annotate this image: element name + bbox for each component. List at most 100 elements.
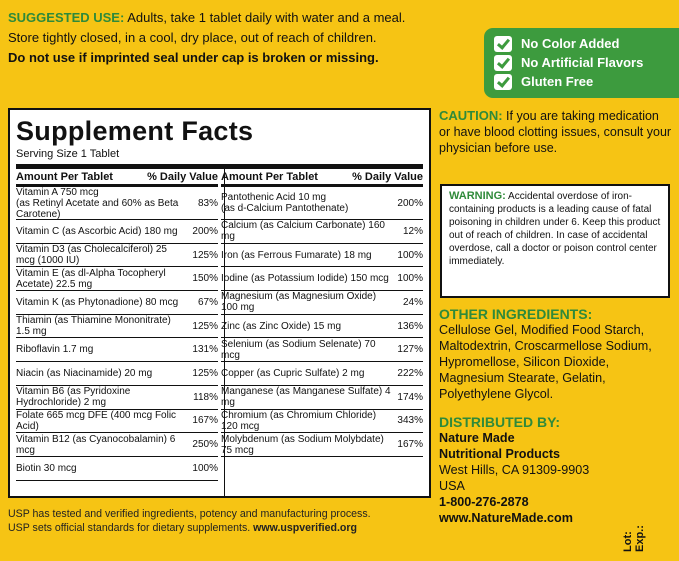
nutrient-name: Manganese (as Manganese Sulfate) 4 mg	[221, 386, 391, 409]
company-country: USA	[439, 479, 465, 493]
checkmark-icon	[494, 54, 512, 71]
amount-header: Amount Per Tablet	[221, 170, 318, 183]
daily-value: 200%	[192, 225, 218, 237]
nutrient-row: Thiamin (as Thiamine Mononitrate) 1.5 mg…	[16, 315, 218, 339]
nutrient-name: Vitamin C (as Ascorbic Acid) 180 mg	[16, 225, 178, 237]
nutrient-row: Calcium (as Calcium Carbonate) 160 mg 12%	[221, 220, 423, 244]
daily-value: 167%	[192, 415, 218, 427]
daily-value: 150%	[192, 273, 218, 285]
checkmark-icon	[494, 73, 512, 90]
nutrient-source: (as d-Calcium Pantothenate)	[221, 203, 349, 214]
badge-row: Gluten Free	[494, 72, 679, 91]
nutrient-row: Vitamin B12 (as Cyanocobalamin) 6 mcg 250…	[16, 433, 218, 457]
company-name: Nature Made	[439, 431, 515, 445]
serving-size: Serving Size 1 Tablet	[16, 148, 120, 160]
amount-header: Amount Per Tablet	[16, 170, 113, 183]
nutrient-name: Vitamin K (as Phytonadione) 80 mcg	[16, 296, 179, 308]
badge-row: No Color Added	[494, 34, 679, 53]
nutrient-name: Riboflavin 1.7 mg	[16, 344, 94, 356]
nutrient-name: Magnesium (as Magnesium Oxide) 100 mg	[221, 291, 377, 314]
daily-value: 125%	[192, 249, 218, 261]
nutrient-name: Molybdenum (as Sodium Molybdate) 75 mcg	[221, 433, 384, 456]
nutrient-row: Folate 665 mcg DFE (400 mcg Folic Acid) 1…	[16, 410, 218, 434]
warning-text: Accidental overdose of iron-containing p…	[449, 191, 661, 267]
daily-value: 125%	[192, 320, 218, 332]
daily-value: 343%	[397, 415, 423, 427]
usp-line-1: USP has tested and verified ingredients,…	[8, 508, 371, 520]
daily-value: 67%	[197, 296, 218, 308]
column-header: Amount Per Tablet % Daily Value	[221, 169, 423, 187]
nutrient-name: Vitamin D3 (as Cholecalciferol) 25 mcg (…	[16, 244, 167, 267]
nutrient-row: Molybdenum (as Sodium Molybdate) 75 mcg 1…	[221, 433, 423, 457]
suggested-use-label: SUGGESTED USE:	[8, 10, 125, 25]
facts-title: Supplement Facts	[16, 116, 254, 146]
badge-row: No Artificial Flavors	[494, 53, 679, 72]
usp-statement: USP has tested and verified ingredients,…	[8, 507, 371, 535]
nutrient-name: Calcium (as Calcium Carbonate) 160 mg	[221, 220, 385, 243]
column-header: Amount Per Tablet % Daily Value	[16, 169, 218, 187]
daily-value: 100%	[397, 273, 423, 285]
lot-exp-area: Lot: Exp.:	[622, 494, 646, 556]
nutrient-name: Chromium (as Chromium Chloride) 120 mcg	[221, 409, 377, 432]
daily-value: 174%	[397, 391, 423, 403]
supplement-facts-panel: Supplement Facts Serving Size 1 Tablet A…	[8, 108, 431, 498]
nutrient-row: Riboflavin 1.7 mg 131%	[16, 338, 218, 363]
nutrient-row: Iron (as Ferrous Fumarate) 18 mg 100%	[221, 244, 423, 268]
company-division: Nutritional Products	[439, 447, 561, 461]
daily-value: 136%	[397, 320, 423, 332]
badge-label: Gluten Free	[521, 74, 594, 89]
nutrient-name: Vitamin B12 (as Cyanocobalamin) 6 mcg	[16, 433, 176, 456]
nutrient-source: (as Retinyl Acetate and 60% as Beta Caro…	[16, 197, 179, 220]
nutrient-name: Biotin 30 mcg	[16, 462, 77, 474]
other-ingredients: OTHER INGREDIENTS: Cellulose Gel, Modifi…	[439, 306, 673, 402]
nutrient-row: Zinc (as Zinc Oxide) 15 mg 136%	[221, 315, 423, 339]
nutrient-name: Vitamin B6 (as Pyridoxine Hydrochloride)…	[16, 386, 131, 409]
facts-divider	[16, 164, 423, 169]
dv-header: % Daily Value	[352, 170, 423, 183]
facts-left-column: Amount Per Tablet % Daily Value Vitamin A…	[16, 169, 218, 481]
checkmark-icon	[494, 35, 512, 52]
daily-value: 24%	[402, 296, 423, 308]
nutrient-row: Vitamin A 750 mcg (as Retinyl Acetate and…	[16, 187, 218, 220]
daily-value: 118%	[193, 391, 218, 403]
caution: CAUTION: If you are taking medication or…	[439, 108, 673, 156]
daily-value: 131%	[192, 344, 218, 356]
warning-box: WARNING: Accidental overdose of iron-con…	[440, 184, 670, 298]
daily-value: 125%	[192, 367, 218, 379]
nutrient-name: Vitamin A 750 mcg	[16, 186, 99, 198]
nutrient-row: Copper (as Cupric Sulfate) 2 mg 222%	[221, 362, 423, 386]
daily-value: 12%	[402, 225, 423, 237]
nutrient-name: Pantothenic Acid 10 mg	[221, 192, 327, 203]
daily-value: 222%	[397, 367, 423, 379]
column-divider	[224, 166, 225, 496]
daily-value: 100%	[192, 462, 218, 474]
other-ingredients-label: OTHER INGREDIENTS:	[439, 306, 593, 322]
daily-value: 200%	[397, 197, 423, 209]
warning-label: WARNING:	[449, 190, 506, 202]
nutrient-row: Selenium (as Sodium Selenate) 70 mcg 127%	[221, 338, 423, 363]
nutrient-row: Iodine (as Potassium Iodide) 150 mcg 100%	[221, 267, 423, 292]
lot-label: Lot:	[622, 531, 634, 552]
nutrient-row: Pantothenic Acid 10 mg (as d-Calcium Pant…	[221, 187, 423, 220]
company-website: www.NatureMade.com	[439, 511, 573, 525]
nutrient-name: Folate 665 mcg DFE (400 mcg Folic Acid)	[16, 409, 177, 432]
company-city: West Hills, CA 91309-9903	[439, 463, 590, 477]
nutrient-row: Chromium (as Chromium Chloride) 120 mcg 3…	[221, 410, 423, 434]
distributor-label: DISTRIBUTED BY:	[439, 414, 561, 430]
nutrient-row: Biotin 30 mcg 100%	[16, 457, 218, 481]
nutrient-name: Niacin (as Niacinamide) 20 mg	[16, 367, 153, 379]
seal-warning-text: Do not use if imprinted seal under cap i…	[8, 50, 379, 65]
other-ingredients-text: Cellulose Gel, Modified Food Starch, Mal…	[439, 323, 652, 401]
badge-label: No Color Added	[521, 36, 620, 51]
distributor: DISTRIBUTED BY: Nature Made Nutritional …	[439, 414, 673, 526]
badge-label: No Artificial Flavors	[521, 55, 644, 70]
nutrient-row: Magnesium (as Magnesium Oxide) 100 mg 24%	[221, 291, 423, 315]
storage-text: Store tightly closed, in a cool, dry pla…	[8, 30, 377, 45]
suggested-use: SUGGESTED USE: Adults, take 1 tablet dai…	[8, 8, 478, 68]
nutrient-row: Vitamin B6 (as Pyridoxine Hydrochloride)…	[16, 386, 218, 410]
nutrient-name: Vitamin E (as dl-Alpha Tocopheryl Acetat…	[16, 267, 166, 290]
exp-label: Exp.:	[634, 525, 646, 552]
nutrient-name: Thiamin (as Thiamine Mononitrate) 1.5 mg	[16, 315, 171, 338]
nutrient-row: Vitamin E (as dl-Alpha Tocopheryl Acetat…	[16, 267, 218, 292]
daily-value: 83%	[197, 197, 218, 209]
